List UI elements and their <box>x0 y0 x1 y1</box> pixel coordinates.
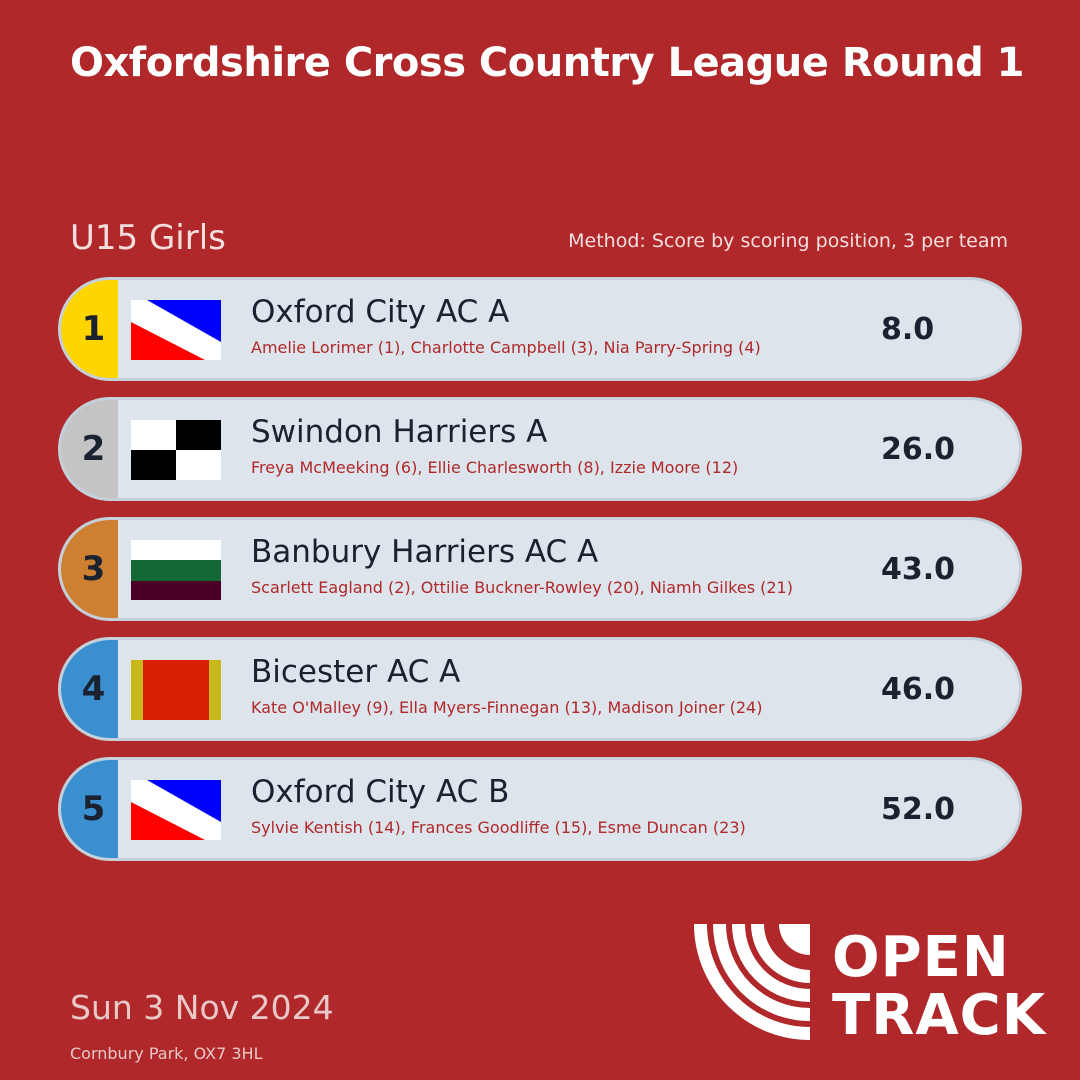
team-row: 4 Bicester AC A Kate O'Malley (9), Ella … <box>58 637 1022 741</box>
team-name: Swindon Harriers A <box>251 414 548 450</box>
team-row: 5 Oxford City AC B Sylvie Kentish (14), … <box>58 757 1022 861</box>
rank-badge: 1 <box>61 280 118 378</box>
rank-badge: 5 <box>61 760 118 858</box>
page-title: Oxfordshire Cross Country League Round 1 <box>70 40 1024 86</box>
team-score: 26.0 <box>881 432 956 467</box>
team-runners: Sylvie Kentish (14), Frances Goodliffe (… <box>251 818 746 837</box>
rank-badge: 4 <box>61 640 118 738</box>
team-name: Oxford City AC B <box>251 774 510 810</box>
team-name: Bicester AC A <box>251 654 461 690</box>
club-flag-icon <box>131 540 221 600</box>
team-runners: Scarlett Eagland (2), Ottilie Buckner-Ro… <box>251 578 793 597</box>
club-flag-icon <box>131 420 221 480</box>
logo-text-open: OPEN <box>832 925 1010 990</box>
team-row: 1 Oxford City AC A Amelie Lorimer (1), C… <box>58 277 1022 381</box>
team-score: 43.0 <box>881 552 956 587</box>
club-flag-icon <box>131 660 221 720</box>
team-score: 52.0 <box>881 792 956 827</box>
team-score: 46.0 <box>881 672 956 707</box>
category-label: U15 Girls <box>70 218 226 258</box>
rank-badge: 2 <box>61 400 118 498</box>
team-row: 3 Banbury Harriers AC A Scarlett Eagland… <box>58 517 1022 621</box>
scoring-method: Method: Score by scoring position, 3 per… <box>568 230 1008 252</box>
team-runners: Freya McMeeking (6), Ellie Charlesworth … <box>251 458 739 477</box>
team-name: Oxford City AC A <box>251 294 510 330</box>
event-date: Sun 3 Nov 2024 <box>70 988 334 1027</box>
team-runners: Kate O'Malley (9), Ella Myers-Finnegan (… <box>251 698 763 717</box>
team-score: 8.0 <box>881 312 935 347</box>
event-venue: Cornbury Park, OX7 3HL <box>70 1044 263 1063</box>
opentrack-logo-icon <box>694 924 811 1040</box>
rank-badge: 3 <box>61 520 118 618</box>
logo-text-track: TRACK <box>832 983 1047 1048</box>
team-row: 2 Swindon Harriers A Freya McMeeking (6)… <box>58 397 1022 501</box>
team-runners: Amelie Lorimer (1), Charlotte Campbell (… <box>251 338 761 357</box>
club-flag-icon <box>131 780 221 840</box>
club-flag-icon <box>131 300 221 360</box>
team-name: Banbury Harriers AC A <box>251 534 599 570</box>
